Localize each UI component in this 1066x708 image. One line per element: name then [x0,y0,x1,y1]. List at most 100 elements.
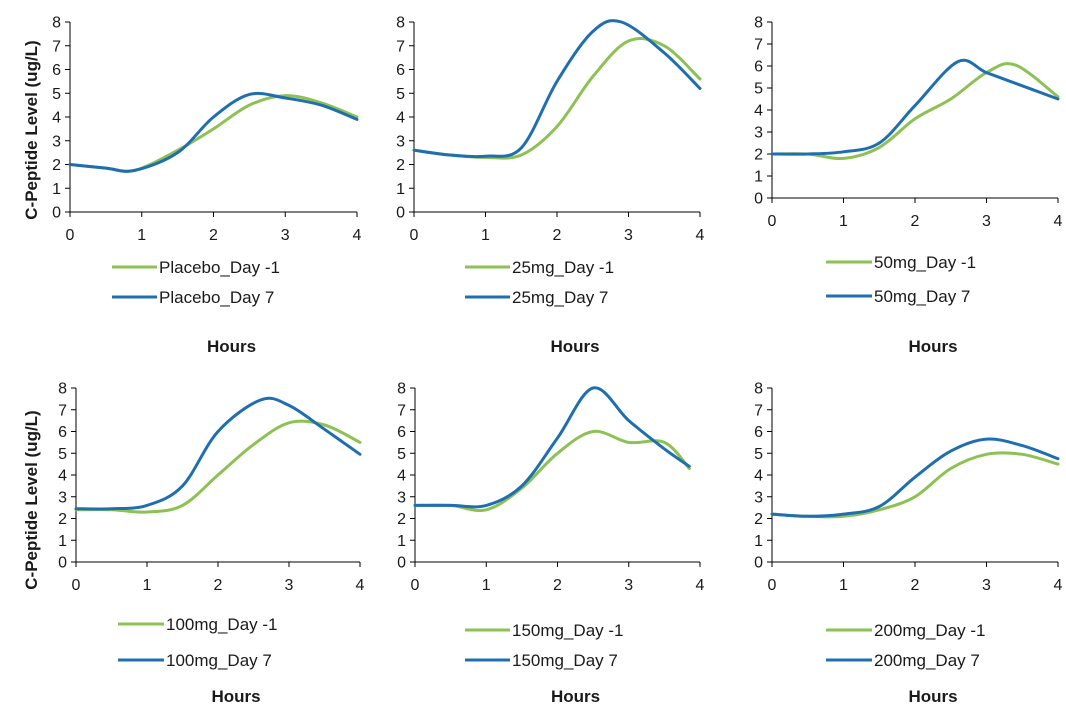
y-tick-label: 6 [754,424,763,441]
legend-label: 50mg_Day 7 [874,287,970,306]
y-tick-label: 2 [754,511,763,528]
y-tick-label: 5 [754,446,763,463]
series-line-100mg-day-7 [74,396,362,511]
x-tick-label: 2 [911,213,920,230]
legend: 150mg_Day -1 150mg_Day 7 [465,621,624,670]
y-tick-label: 3 [754,489,763,506]
legend: 50mg_Day -1 50mg_Day 7 [826,253,976,306]
legend-label: 200mg_Day 7 [874,651,980,670]
legend-label: 200mg_Day -1 [874,621,986,640]
x-tick-label: 3 [982,213,991,230]
y-tick-label: 4 [52,110,61,127]
y-tick-label: 2 [58,511,67,528]
y-tick-label: 3 [396,133,405,150]
y-tick-label: 4 [58,468,67,485]
chart-panel-4: 0 1 2 3 4 5 6 7 8 0 1 2 3 4 100mg_Day -1 100mg_Day 7 Hou… [58,381,364,707]
series-line-placebo-day-7 [68,91,359,173]
y-tick-label: 2 [396,157,405,174]
x-tick-label: 0 [72,577,81,594]
legend: Placebo_Day -1 Placebo_Day 7 [112,258,280,307]
series-line-25mg-day-7 [412,19,702,159]
y-tick-label: 1 [396,181,405,198]
y-tick-label: 8 [58,381,67,398]
x-tick-label: 0 [66,227,75,244]
x-tick-label: 2 [209,227,218,244]
y-tick-label: 7 [397,402,406,419]
x-tick-label: 1 [839,577,848,594]
series-line-placebo-day-1 [68,94,359,173]
legend: 100mg_Day -1 100mg_Day 7 [118,615,278,670]
x-tick-label: 4 [696,227,705,244]
x-tick-label: 3 [624,227,633,244]
x-tick-label: 2 [553,577,562,594]
y-tick-label: 8 [397,381,406,398]
y-tick-label: 7 [754,402,763,419]
x-tick-label: 2 [911,577,920,594]
x-tick-label: 4 [1054,213,1063,230]
series-line-200mg-day-7 [770,437,1060,518]
legend-label: 150mg_Day -1 [512,621,624,640]
y-tick-label: 6 [58,424,67,441]
y-tick-label: 1 [754,169,763,186]
y-tick-label: 5 [58,446,67,463]
x-tick-label: 1 [143,577,152,594]
y-tick-label: 3 [58,489,67,506]
y-tick-label: 2 [754,147,763,164]
chart-panel-3: 0 1 2 3 4 5 6 7 8 0 1 2 3 4 50mg_Day -1 50mg_Day 7 Hours [754,15,1062,357]
y-tick-label: 8 [754,381,763,398]
y-tick-label: 4 [397,468,406,485]
x-tick-label: 4 [356,577,365,594]
x-tick-label: 1 [137,227,146,244]
x-tick-label: 3 [285,577,294,594]
y-tick-label: 6 [396,62,405,79]
series-line-25mg-day-1 [412,37,702,160]
y-tick-label: 8 [396,15,405,32]
legend-label: 50mg_Day -1 [874,253,976,272]
y-tick-label: 7 [58,402,67,419]
y-tick-label: 3 [52,133,61,150]
y-tick-label: 4 [396,110,405,127]
x-tick-label: 1 [839,213,848,230]
y-tick-label: 0 [52,205,61,222]
y-tick-label: 6 [397,424,406,441]
x-axis-title: Hours [551,687,600,706]
y-tick-label: 3 [754,125,763,142]
legend-label: 150mg_Day 7 [512,651,618,670]
y-tick-label: 6 [52,62,61,79]
x-tick-label: 1 [481,227,490,244]
y-tick-label: 0 [396,205,405,222]
y-tick-label: 5 [397,446,406,463]
y-tick-label: 8 [52,15,61,32]
y-axis-title: C-Peptide Level (ug/L) [22,410,41,589]
y-tick-label: 5 [754,81,763,98]
x-tick-label: 3 [982,577,991,594]
series-line-50mg-day-7 [770,58,1060,156]
x-axis-title: Hours [211,687,260,706]
x-tick-label: 0 [410,227,419,244]
series-line-200mg-day-1 [770,451,1060,519]
x-axis-title: Hours [908,337,957,356]
y-tick-label: 0 [397,555,406,572]
x-tick-label: 2 [214,577,223,594]
y-tick-label: 7 [396,38,405,55]
x-tick-label: 0 [768,213,777,230]
x-tick-label: 4 [353,227,362,244]
y-tick-label: 1 [754,533,763,550]
y-tick-label: 7 [754,37,763,54]
chart-panel-5: 0 1 2 3 4 5 6 7 8 0 1 2 3 4 150mg_Day -1 150mg_Day 7 Hou… [397,381,704,707]
y-tick-label: 2 [52,157,61,174]
x-tick-label: 3 [624,577,633,594]
legend: 200mg_Day -1 200mg_Day 7 [826,621,986,670]
legend-label: 25mg_Day -1 [512,258,614,277]
y-tick-label: 7 [52,38,61,55]
x-axis-title: Hours [908,687,957,706]
y-axis-title: C-Peptide Level (ug/L) [22,40,41,219]
x-tick-label: 0 [768,577,777,594]
x-tick-label: 1 [482,577,491,594]
series-line-50mg-day-1 [770,62,1060,161]
x-tick-label: 3 [281,227,290,244]
chart-panel-2: 0 1 2 3 4 5 6 7 8 0 1 2 3 4 25mg_Day -1 25mg_Day 7 Hours [396,15,704,357]
y-tick-label: 4 [754,103,763,120]
y-tick-label: 1 [52,181,61,198]
